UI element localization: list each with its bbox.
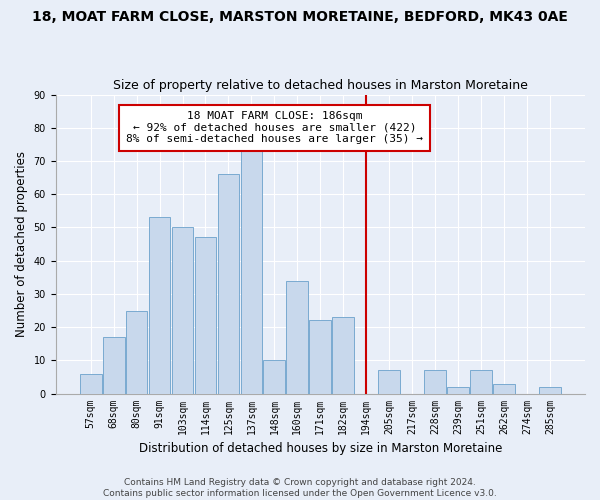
Text: 18, MOAT FARM CLOSE, MARSTON MORETAINE, BEDFORD, MK43 0AE: 18, MOAT FARM CLOSE, MARSTON MORETAINE, … — [32, 10, 568, 24]
X-axis label: Distribution of detached houses by size in Marston Moretaine: Distribution of detached houses by size … — [139, 442, 502, 455]
Y-axis label: Number of detached properties: Number of detached properties — [15, 151, 28, 337]
Bar — [218, 174, 239, 394]
Bar — [80, 374, 101, 394]
Bar — [194, 238, 217, 394]
Bar — [125, 310, 148, 394]
Bar — [263, 360, 285, 394]
Bar — [241, 144, 262, 394]
Title: Size of property relative to detached houses in Marston Moretaine: Size of property relative to detached ho… — [113, 79, 528, 92]
Bar — [470, 370, 492, 394]
Text: 18 MOAT FARM CLOSE: 186sqm
← 92% of detached houses are smaller (422)
8% of semi: 18 MOAT FARM CLOSE: 186sqm ← 92% of deta… — [126, 111, 423, 144]
Bar — [103, 337, 125, 394]
Bar — [493, 384, 515, 394]
Bar — [172, 228, 193, 394]
Bar — [332, 317, 354, 394]
Bar — [539, 387, 561, 394]
Bar — [379, 370, 400, 394]
Bar — [149, 218, 170, 394]
Bar — [310, 320, 331, 394]
Bar — [424, 370, 446, 394]
Bar — [286, 280, 308, 394]
Bar — [447, 387, 469, 394]
Text: Contains HM Land Registry data © Crown copyright and database right 2024.
Contai: Contains HM Land Registry data © Crown c… — [103, 478, 497, 498]
